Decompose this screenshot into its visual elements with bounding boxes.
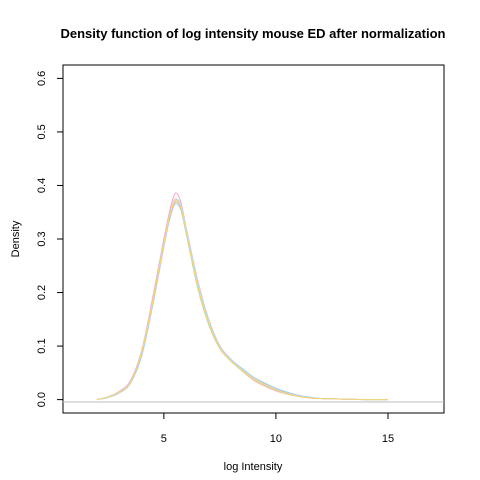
plot-frame — [62, 64, 445, 414]
y-tick-label: 0.0 — [36, 392, 48, 407]
density-curve-6 — [96, 198, 388, 401]
y-axis-label: Density — [10, 220, 22, 257]
x-tick-label: 10 — [270, 433, 282, 445]
y-tick-label: 0.2 — [36, 285, 48, 300]
x-axis-label: log Intensity — [224, 461, 283, 473]
y-axis: 0.0 0.1 0.2 0.3 0.4 0.5 0.6 — [36, 71, 63, 407]
x-axis: 5 10 15 — [161, 413, 394, 445]
density-curve-7 — [96, 200, 388, 401]
y-tick-label: 0.3 — [36, 231, 48, 246]
density-curves — [96, 192, 388, 401]
y-tick-label: 0.6 — [36, 71, 48, 86]
x-tick-label: 5 — [161, 433, 167, 445]
chart-title: Density function of log intensity mouse … — [61, 26, 446, 41]
x-tick-label: 15 — [382, 433, 394, 445]
y-tick-label: 0.4 — [36, 178, 48, 193]
y-tick-label: 0.1 — [36, 338, 48, 353]
y-tick-label: 0.5 — [36, 124, 48, 139]
